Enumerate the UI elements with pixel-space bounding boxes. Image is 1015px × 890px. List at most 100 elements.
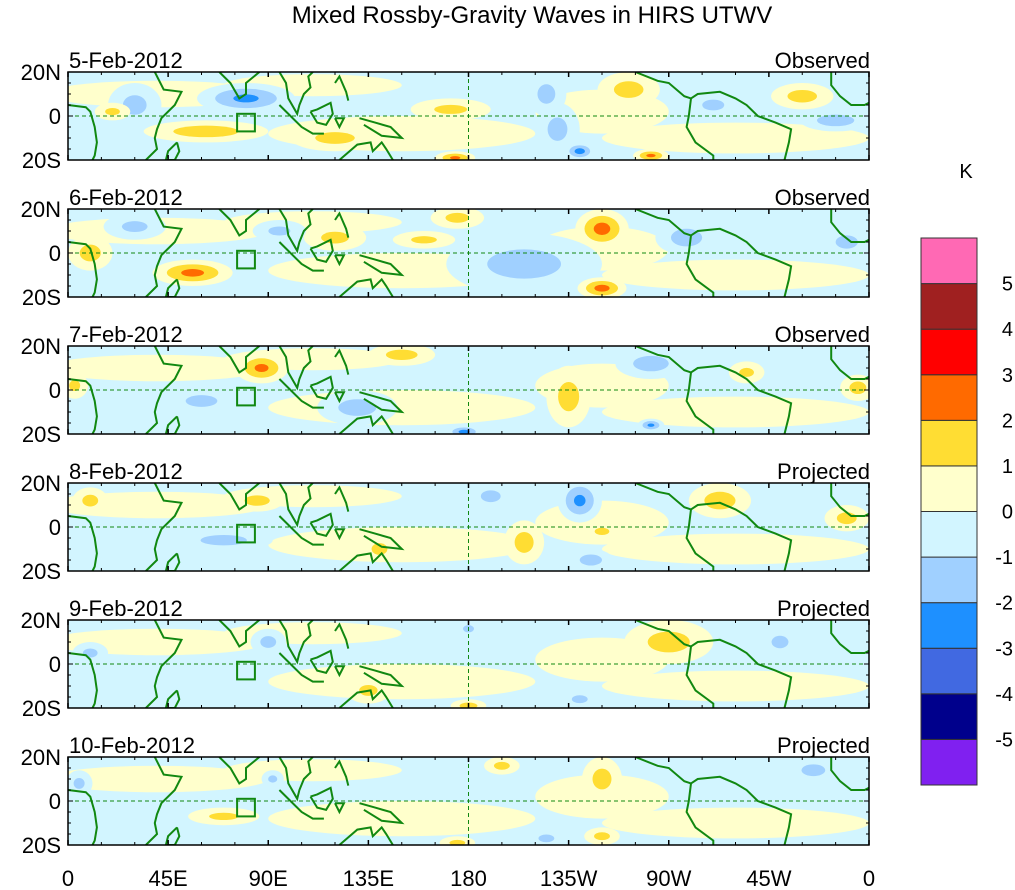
anomaly-contour — [223, 622, 402, 645]
coastline — [685, 783, 715, 845]
coastline — [68, 241, 98, 297]
coastline — [278, 789, 324, 820]
colorbar-level-label: 3 — [1002, 365, 1013, 387]
anomaly-contour — [260, 636, 277, 648]
coastline — [218, 72, 261, 100]
anomaly-contour — [602, 807, 869, 839]
panel-status-label: Projected — [777, 459, 870, 484]
anomaly-contour — [704, 491, 736, 510]
coastline — [685, 509, 715, 571]
anomaly-contour — [602, 533, 869, 565]
region-box-marker — [236, 386, 256, 407]
anomaly-contour — [458, 429, 470, 434]
anomaly-contour — [449, 839, 466, 845]
coastline — [334, 665, 346, 678]
coastline — [278, 652, 324, 683]
anomaly-contour — [181, 269, 205, 277]
anomaly-contour — [68, 628, 269, 656]
coastline — [164, 415, 181, 434]
coastline — [278, 620, 314, 665]
y-tick-label: 20S — [22, 559, 61, 584]
anomaly-contour — [121, 221, 148, 233]
anomaly-contour — [613, 81, 644, 98]
y-tick-label: 20N — [21, 197, 61, 222]
coastline — [309, 649, 334, 674]
y-tick-label: 20N — [21, 745, 61, 770]
coastline — [218, 483, 261, 511]
colorbar-level-label: -5 — [995, 729, 1013, 751]
anomaly-contour — [633, 355, 669, 372]
region-box-marker — [236, 523, 256, 544]
coastline — [830, 346, 869, 380]
coastline — [338, 825, 394, 845]
y-tick-label: 0 — [49, 104, 61, 129]
coastline — [164, 141, 181, 160]
coastline — [338, 688, 394, 708]
coastline — [359, 254, 405, 277]
anomaly-field — [68, 346, 869, 434]
region-box-marker — [236, 660, 256, 681]
coastline — [685, 235, 715, 297]
panel-status-label: Observed — [775, 48, 870, 73]
colorbar-swatch — [920, 647, 978, 695]
y-tick-label: 20S — [22, 148, 61, 173]
anomaly-contour — [268, 226, 291, 236]
coastline — [334, 348, 350, 375]
coastline — [309, 375, 334, 400]
colorbar-unit-label: K — [959, 161, 973, 183]
anomaly-contour — [82, 648, 98, 658]
panel-date-label: 5-Feb-2012 — [69, 48, 183, 73]
anomaly-contour — [571, 695, 588, 704]
region-box-marker — [236, 112, 256, 133]
coastline — [334, 117, 346, 130]
coastline — [278, 241, 324, 272]
coastline — [338, 277, 394, 297]
coastline — [145, 757, 184, 845]
x-tick-label: 90E — [249, 866, 288, 890]
anomaly-contour — [514, 531, 534, 553]
coastline — [635, 757, 793, 845]
coastline — [635, 346, 793, 434]
anomaly-contour — [268, 775, 278, 783]
colorbar-level-label: 0 — [1002, 502, 1013, 524]
coastline — [145, 209, 184, 297]
coastline — [68, 104, 98, 160]
coastline — [830, 620, 869, 654]
coastline — [338, 140, 394, 160]
anomaly-contour — [574, 148, 585, 155]
anomaly-contour — [493, 761, 510, 770]
coastline — [68, 378, 98, 434]
anomaly-contour — [579, 554, 602, 566]
anomaly-contour — [593, 222, 611, 235]
coastline — [685, 372, 715, 434]
anomaly-contour — [254, 364, 269, 372]
coastline — [359, 528, 405, 551]
anomaly-contour — [268, 527, 536, 563]
anomaly-contour — [849, 381, 867, 395]
coastline — [145, 72, 184, 160]
anomaly-contour — [771, 635, 789, 649]
coastline — [278, 72, 314, 117]
coastline — [359, 802, 405, 825]
coastline — [359, 117, 405, 140]
coastline — [218, 757, 261, 785]
y-tick-label: 20N — [21, 60, 61, 85]
x-axis: 0 45E 90E 135E 180 135W 90W 45W 0 — [62, 866, 875, 890]
anomaly-contour — [200, 534, 247, 546]
anomaly-contour — [223, 759, 402, 782]
coastline — [334, 211, 350, 238]
y-tick-label: 0 — [49, 652, 61, 677]
coastline — [278, 483, 314, 528]
colorbar-level-label: -4 — [995, 684, 1013, 706]
anomaly-contour — [434, 104, 468, 114]
coastline — [334, 759, 350, 786]
panel-status-label: Observed — [775, 322, 870, 347]
x-tick-label: 90W — [646, 866, 691, 890]
coastline — [309, 786, 334, 811]
y-tick-label: 20N — [21, 608, 61, 633]
map-panel: 20N 0 20S 8-Feb-2012 Projected — [21, 459, 870, 584]
x-tick-label: 45E — [149, 866, 188, 890]
coastline — [218, 620, 261, 648]
panel-status-label: Projected — [777, 596, 870, 621]
coastline — [145, 346, 184, 434]
